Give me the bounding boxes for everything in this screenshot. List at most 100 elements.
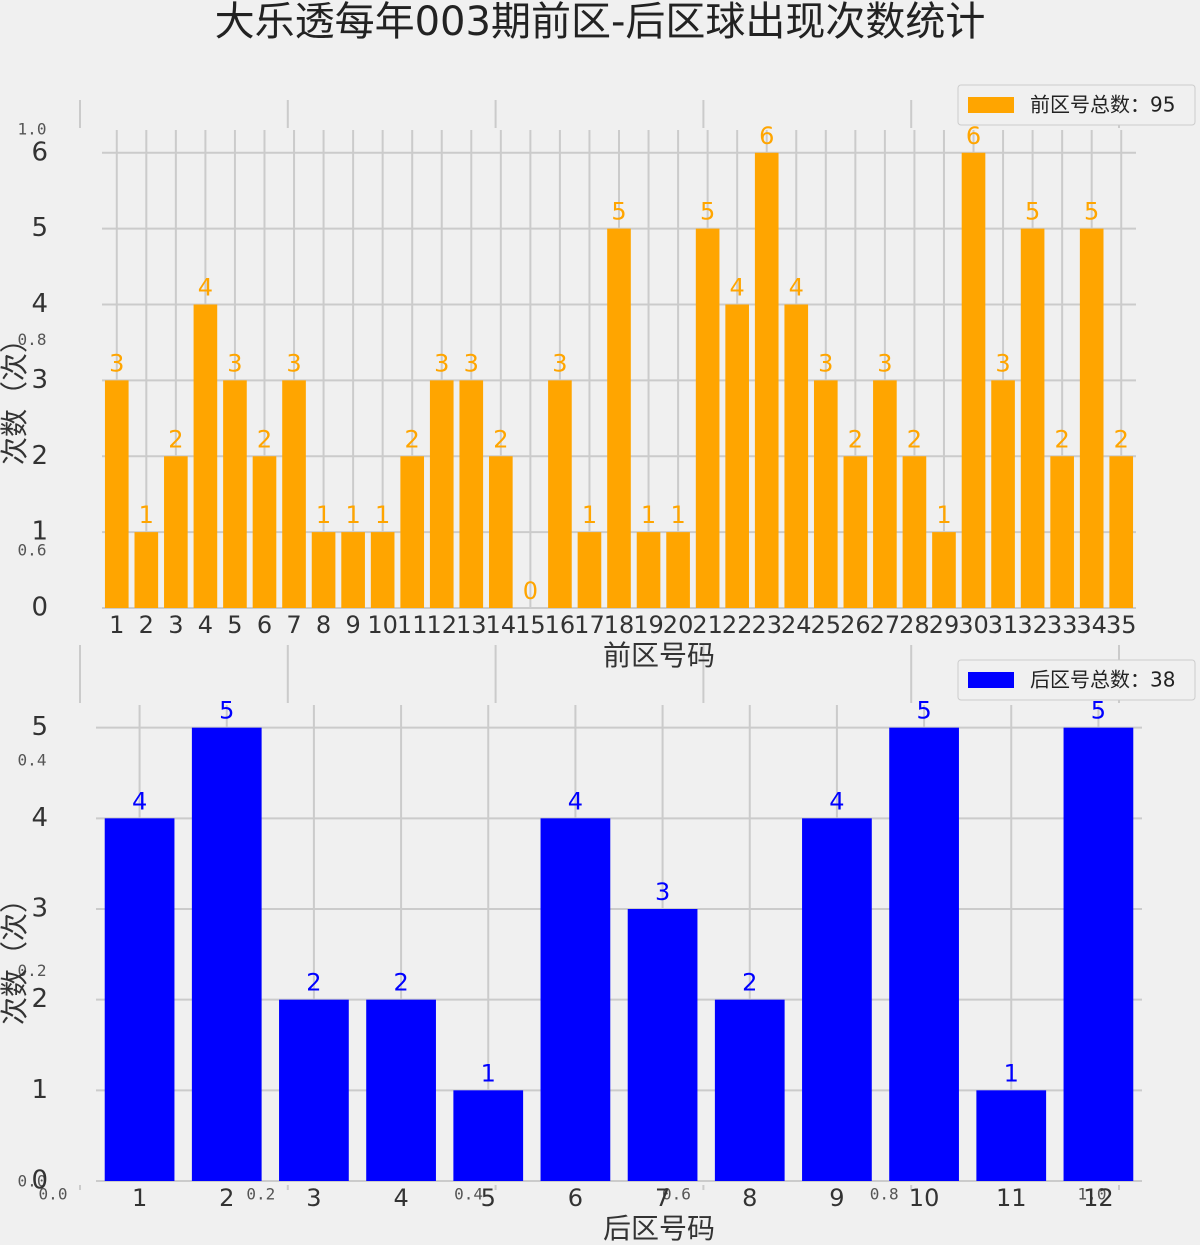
y-tick-label: 3 bbox=[31, 894, 48, 924]
x-tick-label: 31 bbox=[988, 611, 1019, 639]
x-tick-label: 7 bbox=[655, 1184, 670, 1212]
background-y-tick-label: 0.4 bbox=[18, 751, 47, 770]
x-tick-label: 17 bbox=[574, 611, 605, 639]
bar bbox=[453, 1090, 524, 1181]
value-label: 6 bbox=[966, 122, 981, 150]
x-tick-label: 5 bbox=[481, 1184, 496, 1212]
background-x-tick-label: 0.0 bbox=[39, 1185, 68, 1204]
value-label: 3 bbox=[552, 349, 567, 377]
value-label: 1 bbox=[139, 501, 154, 529]
x-tick-label: 12 bbox=[1083, 1184, 1114, 1212]
x-tick-label: 2 bbox=[139, 611, 154, 639]
background-y-tick-label: 0.2 bbox=[18, 961, 47, 980]
x-tick-label: 12 bbox=[426, 611, 457, 639]
value-label: 5 bbox=[916, 697, 931, 725]
x-tick-label: 29 bbox=[929, 611, 960, 639]
x-tick-label: 7 bbox=[286, 611, 301, 639]
x-axis-label: 前区号码 bbox=[603, 639, 715, 672]
value-label: 2 bbox=[1114, 425, 1129, 453]
y-tick-label: 6 bbox=[31, 137, 48, 167]
value-label: 4 bbox=[198, 274, 213, 302]
y-tick-label: 4 bbox=[31, 289, 48, 319]
y-tick-label: 4 bbox=[31, 803, 48, 833]
value-label: 6 bbox=[759, 122, 774, 150]
x-tick-label: 9 bbox=[345, 611, 360, 639]
legend-swatch bbox=[968, 672, 1014, 688]
bar bbox=[873, 380, 897, 608]
bar bbox=[366, 999, 436, 1181]
bar bbox=[311, 532, 336, 608]
x-tick-label: 20 bbox=[663, 611, 694, 639]
bar bbox=[636, 532, 661, 608]
value-label: 5 bbox=[611, 198, 626, 226]
background-y-tick-label: 0.0 bbox=[18, 1172, 47, 1191]
value-label: 2 bbox=[168, 425, 183, 453]
value-label: 2 bbox=[405, 425, 420, 453]
value-label: 1 bbox=[481, 1059, 496, 1087]
x-tick-label: 2 bbox=[219, 1184, 234, 1212]
bar bbox=[1050, 456, 1074, 608]
chart-title: 大乐透每年003期前区-后区球出现次数统计 bbox=[215, 0, 986, 45]
bar bbox=[429, 380, 454, 608]
value-label: 5 bbox=[700, 198, 715, 226]
y-tick-label: 0 bbox=[31, 593, 48, 623]
bar bbox=[193, 304, 218, 608]
x-tick-label: 25 bbox=[811, 611, 842, 639]
bar bbox=[104, 380, 129, 608]
bar bbox=[370, 532, 395, 608]
x-tick-label: 18 bbox=[604, 611, 635, 639]
value-label: 2 bbox=[257, 425, 272, 453]
background-y-tick-label: 0.8 bbox=[18, 330, 47, 349]
background-y-tick-label: 0.6 bbox=[18, 540, 47, 559]
value-label: 1 bbox=[582, 501, 597, 529]
bar bbox=[191, 727, 262, 1181]
x-tick-label: 32 bbox=[1017, 611, 1048, 639]
value-label: 4 bbox=[568, 787, 583, 815]
x-tick-label: 10 bbox=[909, 1184, 940, 1212]
x-tick-label: 15 bbox=[515, 611, 546, 639]
x-tick-label: 23 bbox=[751, 611, 782, 639]
value-label: 3 bbox=[818, 349, 833, 377]
bar bbox=[1020, 228, 1045, 608]
x-tick-label: 30 bbox=[958, 611, 989, 639]
x-tick-label: 28 bbox=[899, 611, 930, 639]
value-label: 1 bbox=[375, 501, 390, 529]
legend-label: 前区号总数：95 bbox=[1030, 93, 1175, 117]
bar bbox=[577, 532, 602, 608]
x-tick-label: 6 bbox=[568, 1184, 583, 1212]
value-label: 2 bbox=[493, 425, 508, 453]
bar bbox=[991, 380, 1015, 608]
legend-box bbox=[957, 84, 1196, 126]
y-tick-label: 2 bbox=[31, 441, 48, 471]
value-label: 0 bbox=[523, 577, 538, 605]
x-tick-label: 10 bbox=[367, 611, 398, 639]
legend-swatch bbox=[968, 97, 1014, 113]
legend-box bbox=[957, 659, 1196, 701]
y-axis-label: 次数（次） bbox=[0, 325, 31, 465]
background-x-tick-label: 0.6 bbox=[662, 1185, 691, 1204]
value-label: 2 bbox=[306, 969, 321, 997]
background-x-tick-label: 0.2 bbox=[246, 1185, 275, 1204]
y-tick-label: 1 bbox=[31, 517, 48, 547]
legend-label: 后区号总数：38 bbox=[1030, 668, 1175, 692]
bar bbox=[714, 999, 785, 1181]
bar bbox=[489, 456, 513, 608]
x-tick-label: 11 bbox=[996, 1184, 1027, 1212]
value-label: 5 bbox=[1084, 198, 1099, 226]
bar bbox=[1109, 456, 1134, 608]
value-label: 3 bbox=[877, 349, 892, 377]
x-tick-label: 16 bbox=[545, 611, 576, 639]
x-tick-label: 24 bbox=[781, 611, 812, 639]
value-label: 1 bbox=[1004, 1059, 1019, 1087]
value-label: 3 bbox=[227, 349, 242, 377]
x-tick-label: 6 bbox=[257, 611, 272, 639]
y-tick-label: 1 bbox=[31, 1075, 48, 1105]
value-label: 1 bbox=[345, 501, 360, 529]
x-tick-label: 8 bbox=[742, 1184, 757, 1212]
background-y-tick-label: 1.0 bbox=[18, 120, 47, 139]
bar bbox=[1079, 228, 1104, 608]
x-tick-label: 35 bbox=[1106, 611, 1137, 639]
value-label: 5 bbox=[1025, 198, 1040, 226]
value-label: 2 bbox=[1055, 425, 1070, 453]
